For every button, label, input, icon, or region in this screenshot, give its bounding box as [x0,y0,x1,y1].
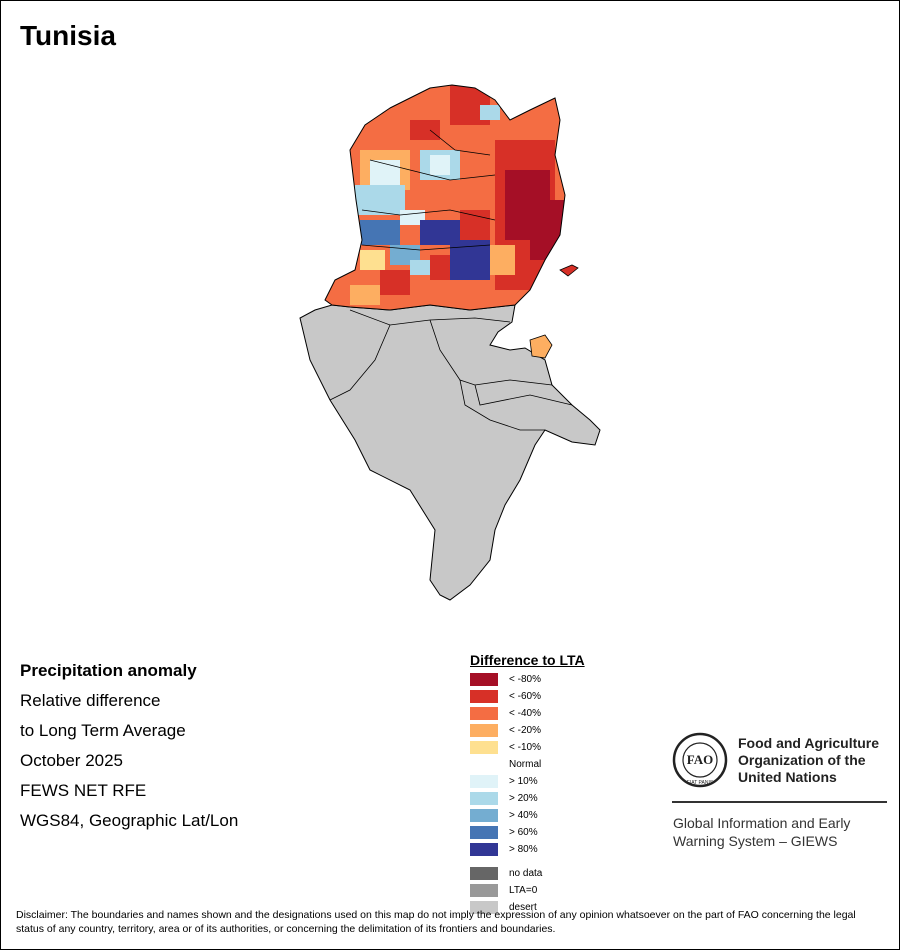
legend-item: no data [470,866,585,883]
info-line1: Relative difference [20,691,161,710]
legend-swatch [470,867,498,880]
disclaimer: Disclaimer: The boundaries and names sho… [16,909,856,935]
legend-swatch [470,673,498,686]
legend-label: no data [509,868,543,879]
legend-label: Normal [509,759,542,770]
legend-swatch [470,758,498,771]
legend-label: LTA=0 [509,885,538,896]
info-source: FEWS NET RFE [20,781,147,800]
legend-item: > 40% [470,808,585,825]
admin-boundaries [329,129,573,431]
legend-swatch [470,707,498,720]
fao-logo-icon: FAO FIAT PANIS [672,732,728,788]
legend-item: > 60% [470,825,585,842]
legend-swatch [470,741,498,754]
giews-line1: Global Information and Early [673,815,851,831]
info-period: October 2025 [20,751,124,770]
legend-swatch [470,901,498,914]
legend-item: LTA=0 [470,883,585,900]
djerba-island [529,334,553,359]
legend-item: < -80% [470,672,585,689]
divider [672,801,887,803]
legend-item: Normal [470,757,585,774]
legend-label: desert [509,902,537,913]
legend-swatch [470,724,498,737]
legend-item: > 20% [470,791,585,808]
fao-name-line1: Food and Agriculture [738,735,880,751]
legend-label: < -60% [509,691,541,702]
info-heading: Precipitation anomaly [20,661,197,680]
info-projection: WGS84, Geographic Lat/Lon [20,811,239,830]
legend: Difference to LTA < -80% < -60% < -40% < -2… [470,652,585,917]
legend-swatch [470,792,498,805]
legend-item: > 10% [470,774,585,791]
legend-item: desert [470,900,585,917]
legend-label: < -80% [509,674,541,685]
legend-swatch [470,775,498,788]
legend-item: < -60% [470,689,585,706]
info-line2: to Long Term Average [20,721,186,740]
legend-label: < -10% [509,742,541,753]
legend-item: < -40% [470,706,585,723]
legend-swatch [470,690,498,703]
legend-item: < -20% [470,723,585,740]
legend-label: > 40% [509,810,538,821]
legend-item: < -10% [470,740,585,757]
fao-logo-text: FAO [687,752,713,767]
legend-swatch [470,809,498,822]
legend-item: > 80% [470,842,585,859]
country-desert-area [299,304,601,601]
anomaly-patches [325,85,565,310]
giews-line2: Warning System – GIEWS [673,833,838,849]
giews-name: Global Information and Early Warning Sys… [673,814,850,850]
legend-swatch [470,826,498,839]
fao-name: Food and Agriculture Organization of the… [738,735,879,786]
legend-label: > 80% [509,844,538,855]
kerkennah-island [559,264,579,277]
legend-label: > 60% [509,827,538,838]
fao-name-line2: Organization of the [738,752,866,768]
fao-name-line3: United Nations [738,769,837,785]
legend-title: Difference to LTA [470,652,585,668]
legend-swatch [470,843,498,856]
legend-label: > 10% [509,776,538,787]
fao-logo-motto: FIAT PANIS [687,780,714,786]
legend-swatch [470,884,498,897]
map-title: Tunisia [20,20,116,51]
legend-label: < -40% [509,708,541,719]
legend-label: < -20% [509,725,541,736]
legend-label: > 20% [509,793,538,804]
tunisia-map [299,84,601,601]
map-info: Precipitation anomaly Relative differenc… [20,656,238,836]
